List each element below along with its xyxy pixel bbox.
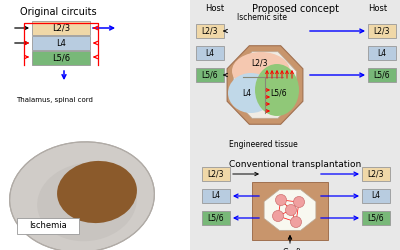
Bar: [196, 68, 224, 82]
Text: L2/3: L2/3: [208, 170, 224, 178]
Bar: [32, 21, 90, 35]
Circle shape: [276, 194, 286, 205]
Ellipse shape: [57, 161, 137, 223]
FancyBboxPatch shape: [17, 218, 79, 234]
Text: Host: Host: [368, 4, 388, 13]
Circle shape: [294, 196, 304, 207]
Bar: [202, 211, 230, 225]
Bar: [362, 211, 390, 225]
Text: L4: L4: [212, 192, 220, 200]
Polygon shape: [264, 190, 316, 230]
Polygon shape: [227, 46, 303, 124]
Bar: [190, 0, 400, 157]
Text: Graft: Graft: [282, 248, 302, 250]
Circle shape: [290, 216, 302, 228]
Text: L5/6: L5/6: [208, 214, 224, 222]
Circle shape: [272, 210, 284, 222]
Text: Conventional transplantation: Conventional transplantation: [229, 160, 361, 169]
Text: Host: Host: [206, 4, 224, 13]
Text: L5/6: L5/6: [368, 214, 384, 222]
Bar: [202, 189, 230, 203]
Ellipse shape: [232, 52, 290, 90]
Text: L4: L4: [206, 48, 214, 58]
Text: Ischemic site: Ischemic site: [237, 13, 287, 22]
Circle shape: [286, 204, 296, 216]
Bar: [362, 167, 390, 181]
Text: Original circuits: Original circuits: [20, 7, 96, 17]
Text: L5/6: L5/6: [202, 70, 218, 80]
Text: Engineered tissue: Engineered tissue: [229, 140, 297, 149]
Text: L5/6: L5/6: [374, 70, 390, 80]
Text: L5/6: L5/6: [271, 88, 287, 98]
Bar: [32, 36, 90, 50]
Polygon shape: [234, 52, 296, 118]
Bar: [368, 24, 396, 38]
Text: L2/3: L2/3: [368, 170, 384, 178]
Ellipse shape: [228, 73, 274, 113]
Ellipse shape: [37, 163, 137, 241]
Ellipse shape: [10, 142, 154, 250]
Text: L4: L4: [242, 88, 252, 98]
Bar: [190, 157, 400, 250]
Bar: [196, 24, 224, 38]
Text: L2/3: L2/3: [374, 26, 390, 36]
Text: L2/3: L2/3: [52, 24, 70, 32]
Bar: [362, 189, 390, 203]
Bar: [196, 46, 224, 60]
Ellipse shape: [255, 64, 299, 116]
Text: L2/3: L2/3: [251, 58, 267, 68]
Text: L2/3: L2/3: [202, 26, 218, 36]
Text: L4: L4: [378, 48, 386, 58]
Bar: [368, 46, 396, 60]
Text: Thalamus, spinal cord: Thalamus, spinal cord: [16, 97, 94, 103]
Bar: [368, 68, 396, 82]
Text: L5/6: L5/6: [52, 54, 70, 62]
Text: L4: L4: [372, 192, 380, 200]
Bar: [252, 182, 328, 240]
Bar: [202, 167, 230, 181]
Text: Ischemia: Ischemia: [29, 222, 67, 230]
Text: Proposed concept: Proposed concept: [252, 4, 338, 14]
Text: L4: L4: [56, 38, 66, 48]
Bar: [32, 51, 90, 65]
